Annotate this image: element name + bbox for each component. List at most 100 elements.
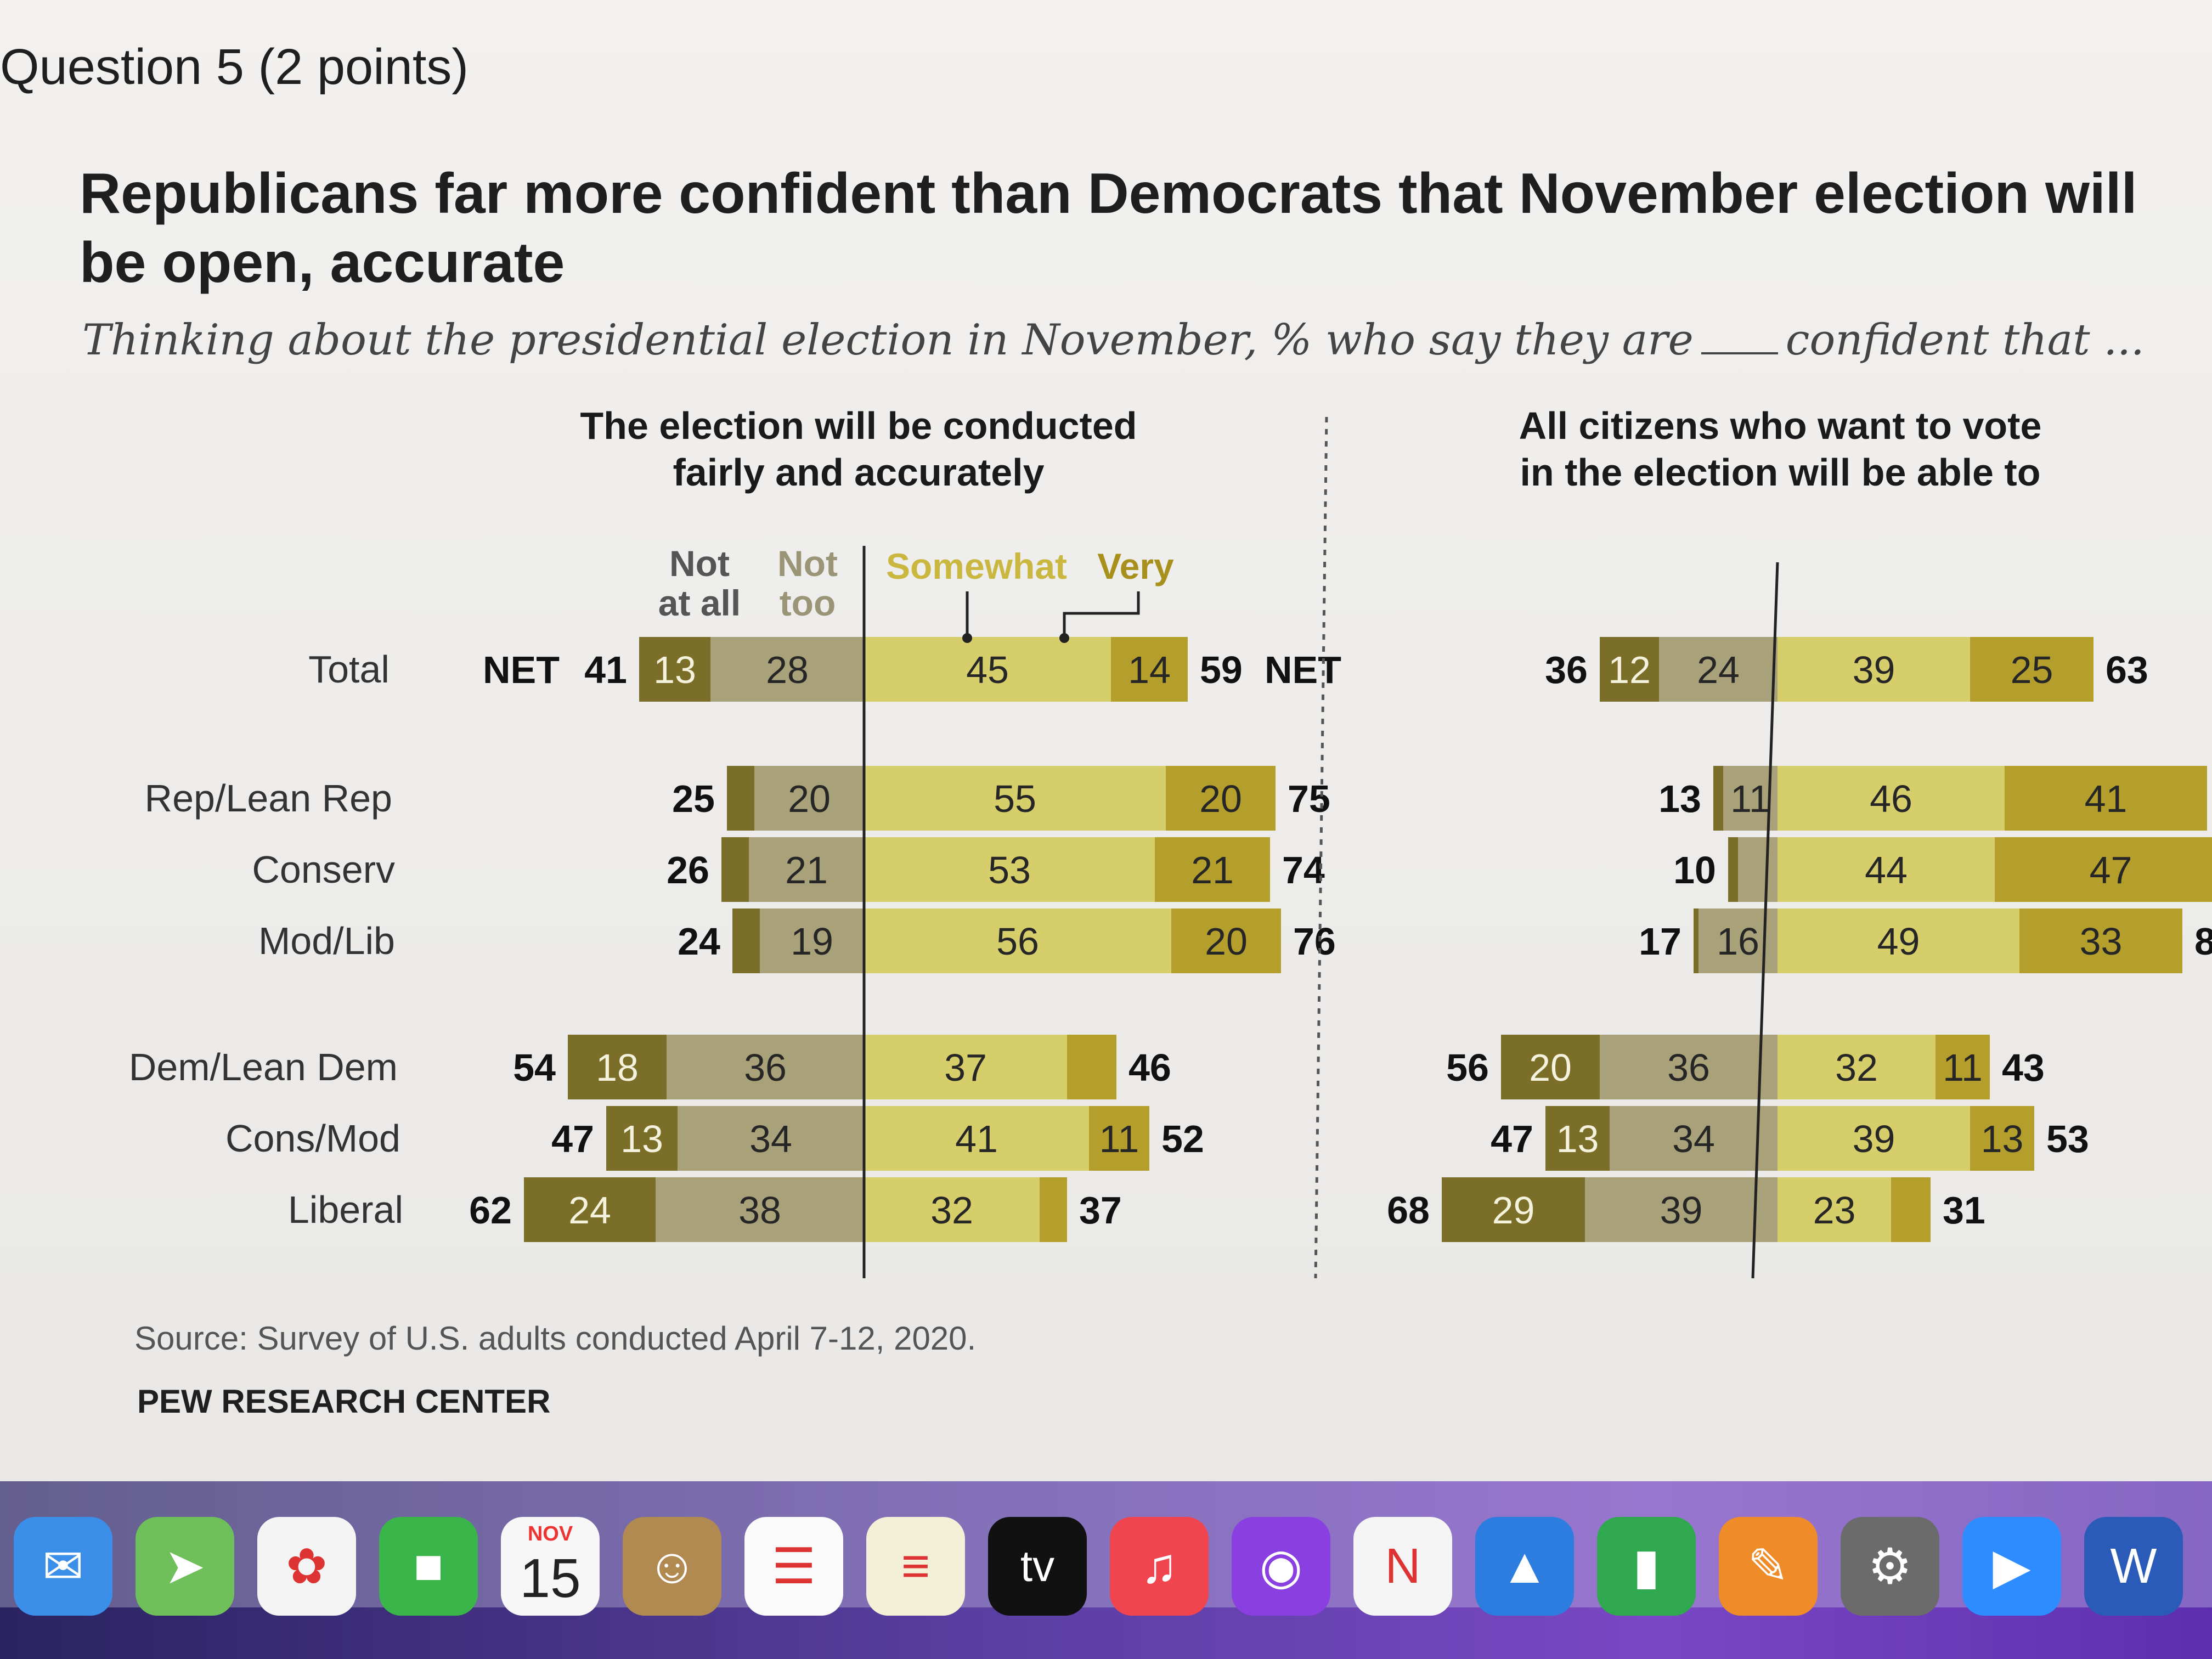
- label-nottoo-p1-r1: 11: [1730, 777, 1770, 820]
- label-very-p1-r1: 41: [2085, 777, 2128, 820]
- bar-notatall-p0-r6: [524, 1177, 656, 1242]
- notes-icon[interactable]: ≡: [866, 1517, 965, 1616]
- bar-very-p0-r6: [1040, 1177, 1067, 1242]
- bar-very-p0-r0: [1111, 637, 1188, 702]
- label-very-p1-r2: 47: [2090, 849, 2132, 891]
- calendar-icon[interactable]: NOV 15: [501, 1517, 600, 1616]
- label-somewhat-p1-r0: 39: [1853, 648, 1895, 691]
- label-notatall-p1-r0: 12: [1608, 648, 1651, 691]
- legend-notatall-2: at all: [658, 583, 741, 623]
- label-netconf-p1-r0: 63: [2106, 648, 2148, 691]
- photos-icon[interactable]: ✿: [257, 1517, 356, 1616]
- label-netconf-p0-r0: 59: [1200, 648, 1243, 691]
- zoom-icon[interactable]: ▶: [1962, 1517, 2061, 1616]
- bar-very-p1-r5: [1970, 1106, 2034, 1171]
- label-nottoo-p1-r3: 16: [1717, 920, 1759, 963]
- label-somewhat-p0-r1: 55: [994, 777, 1036, 820]
- bar-somewhat-p1-r5: [1778, 1106, 1970, 1171]
- label-very-p0-r0: 14: [1128, 648, 1171, 691]
- chart-canvas: Total Rep/Lean Rep Conserv Mod/Lib Dem/Lean …: [129, 404, 2212, 1279]
- label-very-p0-r3: 20: [1205, 920, 1248, 963]
- panel-divider: [1314, 416, 1328, 1279]
- news-icon[interactable]: N: [1353, 1517, 1452, 1616]
- bar-nottoo-p0-r2: [749, 837, 864, 902]
- bar-notatall-p0-r4: [568, 1035, 667, 1099]
- category-label-5: Cons/Mod: [225, 1117, 400, 1160]
- bar-somewhat-p1-r0: [1778, 637, 1970, 702]
- label-netnot-p1-r1: 13: [1658, 777, 1701, 820]
- bar-very-p1-r2: [1995, 837, 2212, 902]
- bar-notatall-p1-r6: [1442, 1177, 1585, 1242]
- label-nottoo-p0-r5: 34: [749, 1118, 792, 1160]
- bar-somewhat-p0-r2: [864, 837, 1155, 902]
- numbers-icon[interactable]: ▮: [1597, 1517, 1696, 1616]
- pages-icon[interactable]: ✎: [1719, 1517, 1818, 1616]
- reminders-icon[interactable]: ☰: [744, 1517, 843, 1616]
- system-preferences-icon[interactable]: ⚙: [1841, 1517, 1939, 1616]
- word-icon[interactable]: W: [2084, 1517, 2183, 1616]
- podcasts-icon[interactable]: ◉: [1232, 1517, 1330, 1616]
- bar-nottoo-p0-r1: [754, 766, 864, 831]
- bar-notatall-p1-r0: [1600, 637, 1659, 702]
- bar-very-p1-r0: [1970, 637, 2094, 702]
- panel-title-1-line1: All citizens who want to vote: [1519, 404, 2042, 447]
- bar-nottoo-p0-r0: [710, 637, 864, 702]
- panel-title-1-line2: in the election will be able to: [1520, 451, 2040, 494]
- keynote-icon[interactable]: ▲: [1475, 1517, 1574, 1616]
- label-somewhat-p1-r4: 32: [1835, 1046, 1878, 1089]
- legend-notatall-1: Not: [669, 543, 730, 584]
- label-somewhat-p0-r6: 32: [930, 1189, 973, 1232]
- panel-title-0-line1: The election will be conducted: [580, 404, 1137, 447]
- label-very-p0-r1: 20: [1199, 777, 1242, 820]
- label-netnot-p0-r1: 25: [672, 777, 715, 820]
- label-netconf-p0-r2: 74: [1282, 849, 1325, 891]
- label-notatall-p1-r5: 13: [1556, 1118, 1599, 1160]
- label-nottoo-p1-r0: 24: [1697, 648, 1740, 691]
- label-nottoo-p0-r4: 36: [744, 1046, 787, 1089]
- zero-axis-p1: [1751, 562, 1779, 1279]
- facetime-icon[interactable]: ■: [379, 1517, 478, 1616]
- label-very-p1-r0: 25: [2011, 648, 2053, 691]
- label-netnot-p0-r5: 47: [551, 1118, 594, 1160]
- bar-very-p0-r4: [1067, 1035, 1116, 1099]
- bar-nottoo-p1-r6: [1585, 1177, 1778, 1242]
- label-notatall-p0-r4: 18: [596, 1046, 639, 1089]
- bar-notatall-p1-r3: [1694, 909, 1699, 973]
- label-netnot-p1-r0: 36: [1545, 648, 1588, 691]
- legend-nottoo-2: too: [780, 583, 836, 623]
- bar-notatall-p1-r1: [1713, 766, 1723, 831]
- label-nottoo-p0-r2: 21: [785, 849, 828, 891]
- contacts-icon[interactable]: ☺: [623, 1517, 721, 1616]
- tv-label: tv: [1020, 1542, 1055, 1590]
- label-netnot-p1-r5: 47: [1491, 1118, 1533, 1160]
- label-somewhat-p0-r4: 37: [944, 1046, 987, 1089]
- tv-icon[interactable]: tv: [988, 1517, 1087, 1616]
- label-very-p1-r4: 11: [1943, 1046, 1983, 1089]
- subtitle-blank: [1701, 352, 1778, 354]
- label-somewhat-p0-r3: 56: [996, 920, 1039, 963]
- bar-somewhat-p0-r4: [864, 1035, 1067, 1099]
- label-notatall-p1-r6: 29: [1492, 1189, 1535, 1232]
- bar-notatall-p1-r5: [1545, 1106, 1610, 1171]
- legend-very: Very: [1097, 546, 1174, 586]
- bar-very-p1-r6: [1891, 1177, 1931, 1242]
- music-icon[interactable]: ♫: [1110, 1517, 1209, 1616]
- category-label-6: Liberal: [288, 1188, 403, 1231]
- subtitle-after: confident that ...: [1785, 315, 2145, 365]
- label-nottoo-p1-r6: 39: [1660, 1189, 1703, 1232]
- label-netconf-p0-r6: 37: [1079, 1189, 1122, 1232]
- label-netnot-p1-r2: 10: [1673, 849, 1716, 891]
- bar-very-p1-r1: [2005, 766, 2207, 831]
- bar-very-p1-r4: [1936, 1035, 1990, 1099]
- label-netnot-p0-r4: 54: [513, 1046, 556, 1089]
- bar-notatall-p0-r3: [732, 909, 760, 973]
- label-somewhat-p0-r2: 53: [988, 849, 1031, 891]
- category-label-2: Conserv: [252, 848, 395, 891]
- label-netconf-p1-r3: 82: [2194, 920, 2212, 963]
- legend-nottoo-1: Not: [777, 543, 838, 584]
- mail-icon[interactable]: ✉: [14, 1517, 112, 1616]
- bar-nottoo-p0-r6: [656, 1177, 864, 1242]
- label-netnot-p0-r2: 26: [667, 849, 709, 891]
- maps-icon[interactable]: ➤: [136, 1517, 234, 1616]
- subtitle-before: Thinking about the presidential election…: [82, 315, 1694, 365]
